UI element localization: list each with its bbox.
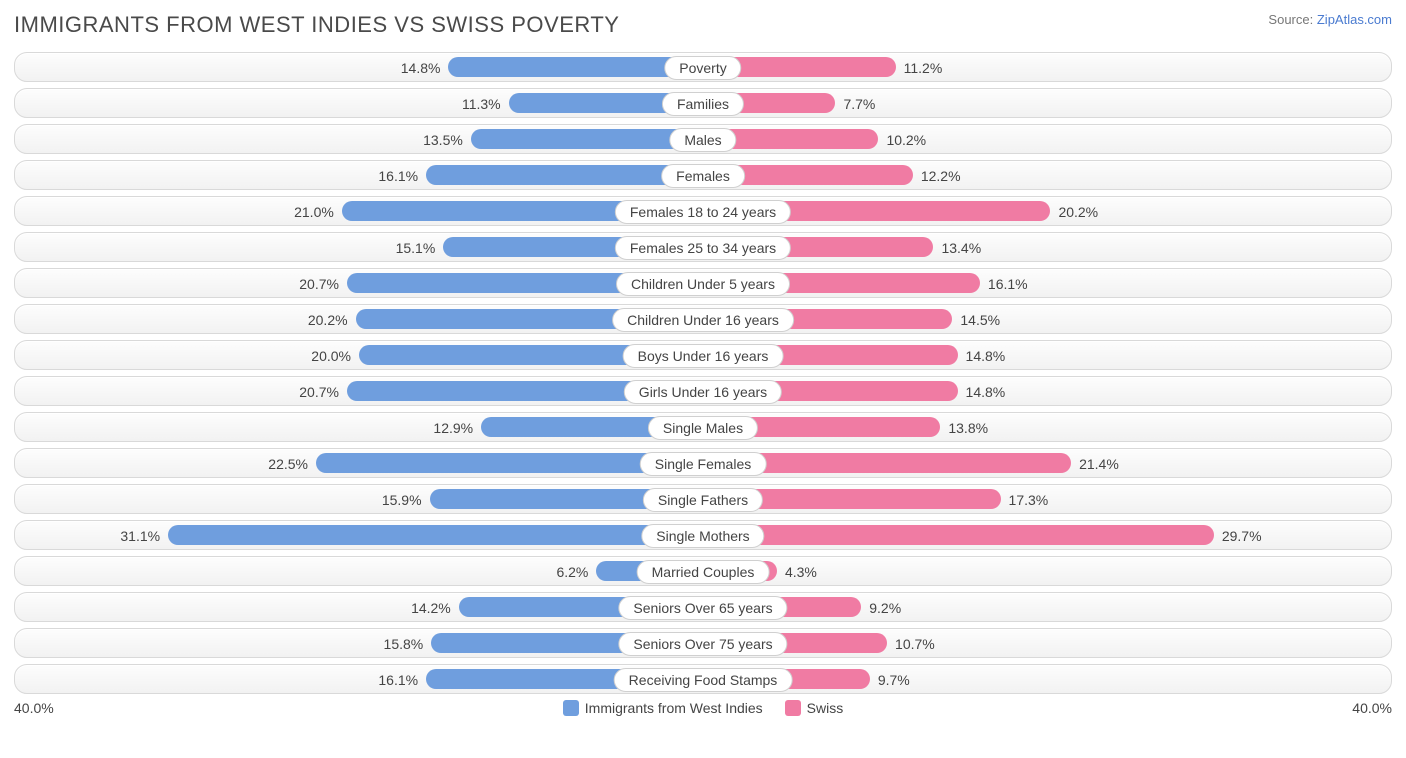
chart-legend: Immigrants from West Indies Swiss: [563, 700, 843, 716]
value-left: 16.1%: [378, 665, 418, 695]
category-label: Children Under 16 years: [612, 308, 794, 332]
chart-row: 31.1% 29.7% Single Mothers: [14, 520, 1392, 550]
value-right: 10.7%: [895, 629, 935, 659]
category-label: Females: [661, 164, 745, 188]
chart-header: IMMIGRANTS FROM WEST INDIES VS SWISS POV…: [14, 12, 1392, 38]
value-left: 31.1%: [120, 521, 160, 551]
legend-swatch: [785, 700, 801, 716]
value-left: 15.9%: [382, 485, 422, 515]
category-label: Poverty: [664, 56, 741, 80]
chart-title: IMMIGRANTS FROM WEST INDIES VS SWISS POV…: [14, 12, 619, 38]
value-left: 20.7%: [299, 377, 339, 407]
value-left: 22.5%: [268, 449, 308, 479]
chart-row: 20.2% 14.5% Children Under 16 years: [14, 304, 1392, 334]
chart-row: 15.8% 10.7% Seniors Over 75 years: [14, 628, 1392, 658]
value-left: 20.7%: [299, 269, 339, 299]
value-left: 16.1%: [378, 161, 418, 191]
chart-row: 14.2% 9.2% Seniors Over 65 years: [14, 592, 1392, 622]
category-label: Seniors Over 65 years: [618, 596, 787, 620]
source-link[interactable]: ZipAtlas.com: [1317, 12, 1392, 27]
category-label: Families: [662, 92, 744, 116]
legend-label: Swiss: [807, 700, 844, 716]
legend-item: Immigrants from West Indies: [563, 700, 763, 716]
value-right: 14.8%: [966, 377, 1006, 407]
value-left: 14.2%: [411, 593, 451, 623]
value-right: 13.8%: [948, 413, 988, 443]
value-right: 20.2%: [1058, 197, 1098, 227]
category-label: Married Couples: [637, 560, 770, 584]
chart-row: 6.2% 4.3% Married Couples: [14, 556, 1392, 586]
value-left: 15.8%: [384, 629, 424, 659]
chart-row: 14.8% 11.2% Poverty: [14, 52, 1392, 82]
category-label: Females 25 to 34 years: [615, 236, 791, 260]
chart-row: 15.9% 17.3% Single Fathers: [14, 484, 1392, 514]
chart-row: 16.1% 9.7% Receiving Food Stamps: [14, 664, 1392, 694]
diverging-bar-chart: 14.8%11.2%Poverty11.3%7.7%Families13.5%1…: [14, 52, 1392, 694]
chart-row: 20.7% 14.8% Girls Under 16 years: [14, 376, 1392, 406]
value-left: 12.9%: [433, 413, 473, 443]
value-right: 16.1%: [988, 269, 1028, 299]
value-right: 11.2%: [904, 53, 943, 83]
category-label: Children Under 5 years: [616, 272, 790, 296]
value-left: 15.1%: [396, 233, 436, 263]
chart-row: 13.5% 10.2% Males: [14, 124, 1392, 154]
legend-item: Swiss: [785, 700, 844, 716]
category-label: Single Males: [648, 416, 758, 440]
value-right: 9.7%: [878, 665, 910, 695]
legend-label: Immigrants from West Indies: [585, 700, 763, 716]
chart-row: 22.5% 21.4% Single Females: [14, 448, 1392, 478]
axis-max-left: 40.0%: [14, 700, 54, 716]
value-right: 9.2%: [869, 593, 901, 623]
category-label: Single Fathers: [643, 488, 763, 512]
value-right: 12.2%: [921, 161, 961, 191]
value-right: 21.4%: [1079, 449, 1119, 479]
bar-left: [471, 129, 703, 149]
chart-container: IMMIGRANTS FROM WEST INDIES VS SWISS POV…: [0, 0, 1406, 758]
value-right: 29.7%: [1222, 521, 1262, 551]
category-label: Seniors Over 75 years: [618, 632, 787, 656]
value-right: 10.2%: [886, 125, 926, 155]
category-label: Girls Under 16 years: [624, 380, 782, 404]
chart-row: 20.0% 14.8% Boys Under 16 years: [14, 340, 1392, 370]
value-right: 4.3%: [785, 557, 817, 587]
value-left: 6.2%: [556, 557, 588, 587]
category-label: Females 18 to 24 years: [615, 200, 791, 224]
value-left: 14.8%: [401, 53, 441, 83]
chart-source: Source: ZipAtlas.com: [1268, 12, 1392, 27]
value-left: 11.3%: [462, 89, 501, 119]
value-left: 20.2%: [308, 305, 348, 335]
chart-row: 12.9% 13.8% Single Males: [14, 412, 1392, 442]
value-left: 13.5%: [423, 125, 463, 155]
axis-max-right: 40.0%: [1352, 700, 1392, 716]
value-left: 21.0%: [294, 197, 334, 227]
source-label: Source:: [1268, 12, 1313, 27]
value-right: 7.7%: [843, 89, 875, 119]
category-label: Males: [669, 128, 736, 152]
category-label: Boys Under 16 years: [623, 344, 784, 368]
category-label: Single Females: [640, 452, 767, 476]
value-right: 14.8%: [966, 341, 1006, 371]
chart-row: 16.1% 12.2% Females: [14, 160, 1392, 190]
chart-row: 20.7% 16.1% Children Under 5 years: [14, 268, 1392, 298]
chart-footer: 40.0% Immigrants from West Indies Swiss 4…: [14, 700, 1392, 716]
bar-right: [703, 525, 1214, 545]
chart-row: 21.0% 20.2% Females 18 to 24 years: [14, 196, 1392, 226]
chart-row: 11.3% 7.7% Families: [14, 88, 1392, 118]
category-label: Receiving Food Stamps: [614, 668, 793, 692]
value-right: 17.3%: [1009, 485, 1049, 515]
category-label: Single Mothers: [641, 524, 764, 548]
value-left: 20.0%: [311, 341, 351, 371]
value-right: 13.4%: [941, 233, 981, 263]
legend-swatch: [563, 700, 579, 716]
chart-row: 15.1% 13.4% Females 25 to 34 years: [14, 232, 1392, 262]
bar-left: [168, 525, 703, 545]
value-right: 14.5%: [960, 305, 1000, 335]
